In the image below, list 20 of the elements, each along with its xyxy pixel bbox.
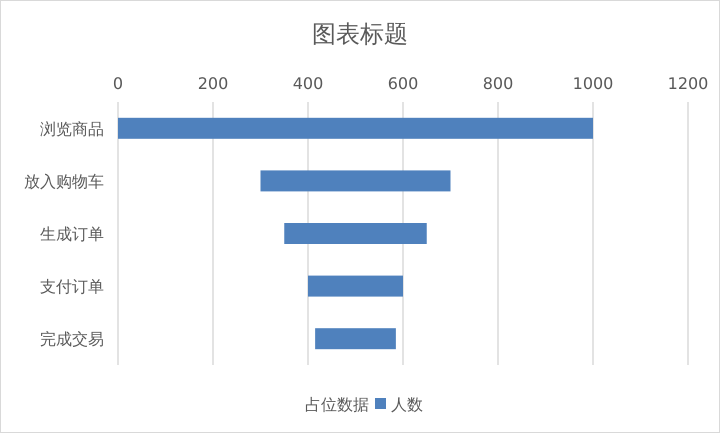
chart-title: 图表标题 — [312, 20, 408, 48]
x-tick-label: 600 — [388, 74, 418, 93]
x-tick-label: 400 — [292, 74, 324, 93]
bar — [308, 276, 403, 297]
x-tick-label: 1200 — [668, 74, 708, 93]
bar — [315, 328, 396, 350]
bar — [260, 170, 450, 192]
y-tick-label: 浏览商品 — [40, 119, 104, 138]
y-tick-label: 完成交易 — [40, 330, 104, 349]
y-tick-label: 放入购物车 — [24, 172, 104, 191]
x-tick-label: 1000 — [572, 74, 614, 93]
bar — [284, 223, 427, 244]
text: 占位数据 — [305, 395, 369, 414]
legend-label: 人数 — [391, 395, 423, 414]
x-tick-label: 800 — [482, 74, 514, 93]
x-tick-label: 200 — [198, 74, 228, 93]
bar — [118, 118, 593, 139]
x-tick-label: 0 — [112, 74, 124, 93]
y-tick-label: 生成订单 — [40, 224, 104, 244]
y-tick-label: 支付订单 — [40, 277, 104, 296]
